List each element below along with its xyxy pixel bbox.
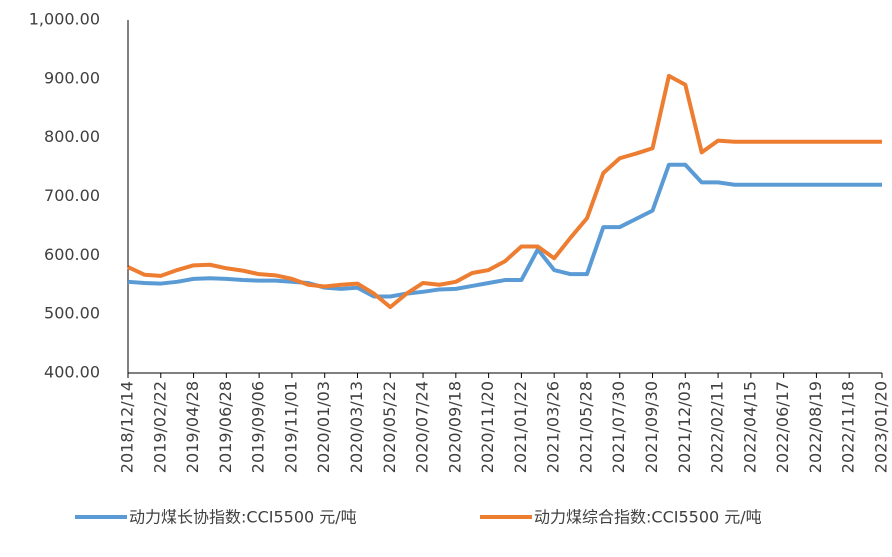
y-tick-label: 600.00 [44, 245, 100, 264]
x-tick-label: 2019/09/06 [249, 381, 268, 473]
x-tick-label: 2022/02/11 [708, 381, 727, 473]
x-tick-label: 2022/11/18 [839, 381, 858, 473]
x-tick-label: 2020/03/13 [347, 381, 366, 473]
x-tick-label: 2022/04/15 [740, 381, 759, 473]
x-tick-label: 2021/05/28 [576, 381, 595, 473]
y-tick-label: 400.00 [44, 363, 100, 382]
series-line [127, 162, 882, 299]
y-tick-label: 900.00 [44, 68, 100, 87]
x-tick-label: 2020/05/22 [380, 381, 399, 473]
x-tick-label: 2019/11/01 [281, 381, 300, 473]
x-tick-label: 2021/03/26 [544, 381, 563, 473]
x-tick-label: 2019/02/22 [150, 381, 169, 473]
x-tick-label: 2020/07/24 [413, 381, 432, 473]
legend-label: 动力煤综合指数:CCI5500 元/吨 [534, 508, 762, 527]
x-tick-label: 2021/01/22 [511, 381, 530, 473]
x-tick-label: 2022/08/19 [806, 381, 825, 473]
y-tick-label: 800.00 [44, 127, 100, 146]
x-tick-label: 2020/09/18 [445, 381, 464, 473]
legend-label: 动力煤长协指数:CCI5500 元/吨 [129, 508, 357, 527]
x-tick-label: 2022/06/17 [773, 381, 792, 473]
x-tick-label: 2020/11/20 [478, 381, 497, 473]
x-tick-label: 2021/12/03 [675, 381, 694, 473]
y-tick-label: 1,000.00 [29, 10, 100, 29]
x-tick-label: 2021/07/30 [609, 381, 628, 473]
x-tick-label: 2018/12/14 [118, 381, 137, 473]
y-tick-label: 700.00 [44, 186, 100, 205]
series-line [127, 73, 882, 310]
x-tick-label: 2020/01/03 [314, 381, 333, 473]
x-tick-label: 2023/01/20 [872, 381, 891, 473]
x-tick-label: 2019/04/28 [183, 381, 202, 473]
y-tick-label: 500.00 [44, 304, 100, 323]
x-tick-label: 2019/06/28 [216, 381, 235, 473]
x-tick-label: 2021/09/30 [642, 381, 661, 473]
